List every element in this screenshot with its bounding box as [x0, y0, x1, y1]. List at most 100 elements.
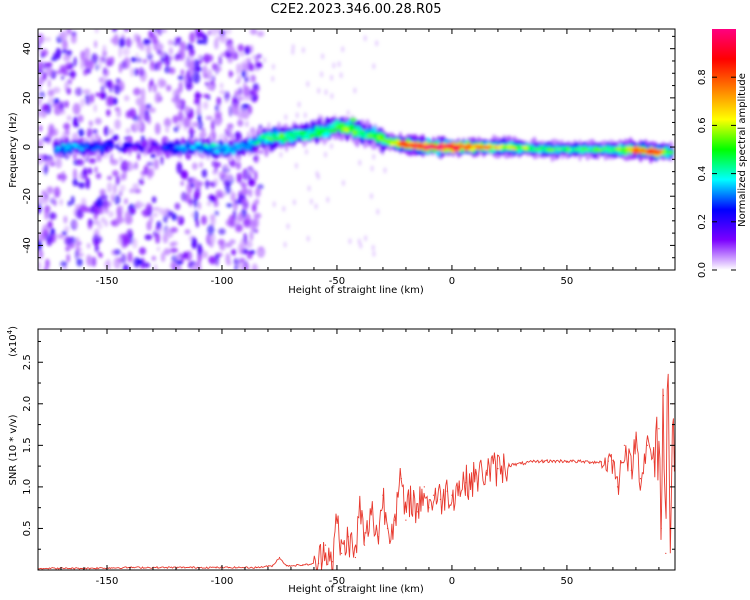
ridge-blob	[226, 148, 231, 151]
noise-speckle	[149, 63, 156, 71]
noise-speckle	[66, 50, 73, 56]
noise-speckle	[249, 44, 254, 54]
snr-point	[386, 527, 389, 530]
noise-speckle	[237, 96, 244, 102]
noise-speckle	[202, 251, 209, 259]
noise-speckle	[80, 98, 85, 108]
noise-speckle	[120, 205, 124, 213]
ridge-peak	[349, 117, 357, 123]
noise-speckle	[66, 115, 72, 122]
noise-speckle	[51, 103, 59, 108]
snr-point	[363, 544, 366, 546]
noise-speckle	[121, 60, 127, 70]
noise-speckle	[38, 138, 44, 149]
noise-speckle	[244, 235, 248, 247]
noise-speckle	[196, 180, 201, 189]
noise-speckle	[211, 120, 215, 132]
noise-speckle	[135, 97, 143, 106]
ridge-blob	[276, 137, 282, 141]
ridge-blob	[216, 144, 221, 147]
noise-speckle	[156, 246, 161, 252]
noise-speckle	[77, 181, 85, 188]
noise-speckle	[201, 169, 208, 178]
noise-speckle	[238, 51, 245, 57]
noise-speckle	[214, 118, 222, 127]
noise-speckle	[252, 82, 259, 90]
noise-speckle	[244, 47, 251, 55]
noise-speckle	[95, 172, 102, 180]
noise-speckle	[233, 258, 240, 266]
noise-speckle	[44, 206, 50, 214]
ridge-blob	[208, 147, 214, 150]
snr-point	[607, 460, 609, 462]
y-tick-label: 1.0	[22, 479, 33, 495]
snr-point	[409, 494, 412, 496]
noise-speckle	[219, 29, 226, 36]
spectrogram-x-axis-label: Height of straight line (km)	[288, 285, 424, 296]
noise-speckle	[188, 76, 193, 85]
ridge-blob	[220, 144, 227, 149]
noise-speckle	[324, 151, 327, 158]
noise-speckle	[124, 211, 131, 219]
snr-point	[285, 565, 287, 567]
noise-speckle	[198, 201, 201, 210]
noise-speckle	[100, 217, 106, 223]
noise-speckle	[94, 166, 98, 173]
ridge-peak	[379, 137, 387, 142]
noise-speckle	[191, 121, 199, 128]
noise-speckle	[115, 216, 120, 226]
ridge-blob	[122, 146, 128, 151]
noise-speckle	[248, 188, 253, 198]
noise-speckle	[211, 75, 215, 83]
noise-speckle	[64, 29, 69, 38]
noise-speckle	[167, 39, 174, 46]
snr-series-line	[38, 373, 675, 570]
colorbar-label: Normalized spectral amplitude	[737, 73, 748, 227]
noise-speckle	[376, 208, 380, 215]
noise-speckle	[251, 263, 258, 270]
noise-speckle	[50, 228, 55, 235]
noise-speckle	[194, 187, 201, 198]
noise-speckle	[176, 260, 183, 266]
noise-speckle	[142, 262, 151, 269]
noise-speckle	[172, 40, 179, 47]
noise-speckle	[116, 175, 120, 186]
noise-speckle	[259, 249, 263, 256]
noise-speckle	[215, 252, 223, 257]
noise-speckle	[128, 208, 136, 214]
noise-speckle	[184, 59, 188, 68]
noise-speckle	[176, 162, 183, 174]
noise-speckle	[157, 29, 163, 36]
noise-speckle	[196, 39, 205, 45]
noise-speckle	[88, 120, 93, 127]
noise-speckle	[353, 87, 357, 94]
noise-speckle	[226, 260, 232, 266]
snr-point	[665, 552, 667, 555]
ridge-blob	[164, 147, 171, 151]
noise-speckle	[170, 261, 177, 270]
noise-speckle	[306, 81, 310, 87]
ridge-blob	[59, 148, 64, 151]
noise-speckle	[154, 122, 161, 135]
snr-point	[497, 468, 499, 470]
noise-speckle	[207, 69, 213, 81]
noise-speckle	[249, 90, 255, 96]
noise-speckle	[209, 194, 215, 203]
noise-speckle	[207, 224, 215, 236]
noise-speckle	[175, 267, 183, 270]
noise-speckle	[317, 87, 321, 94]
snr-point	[423, 486, 425, 488]
snr-point	[616, 486, 619, 488]
ridge-blob	[375, 139, 381, 143]
noise-speckle	[206, 54, 214, 62]
noise-speckle	[39, 125, 43, 132]
noise-speckle	[241, 110, 250, 120]
noise-speckle	[218, 228, 226, 235]
noise-speckle	[244, 77, 249, 83]
chart-title: C2E2.2023.346.00.28.R05	[270, 2, 442, 17]
ridge-blob	[257, 140, 261, 145]
noise-speckle	[94, 243, 99, 253]
noise-speckle	[247, 178, 256, 187]
noise-speckle	[50, 56, 58, 62]
noise-speckle	[140, 170, 148, 176]
